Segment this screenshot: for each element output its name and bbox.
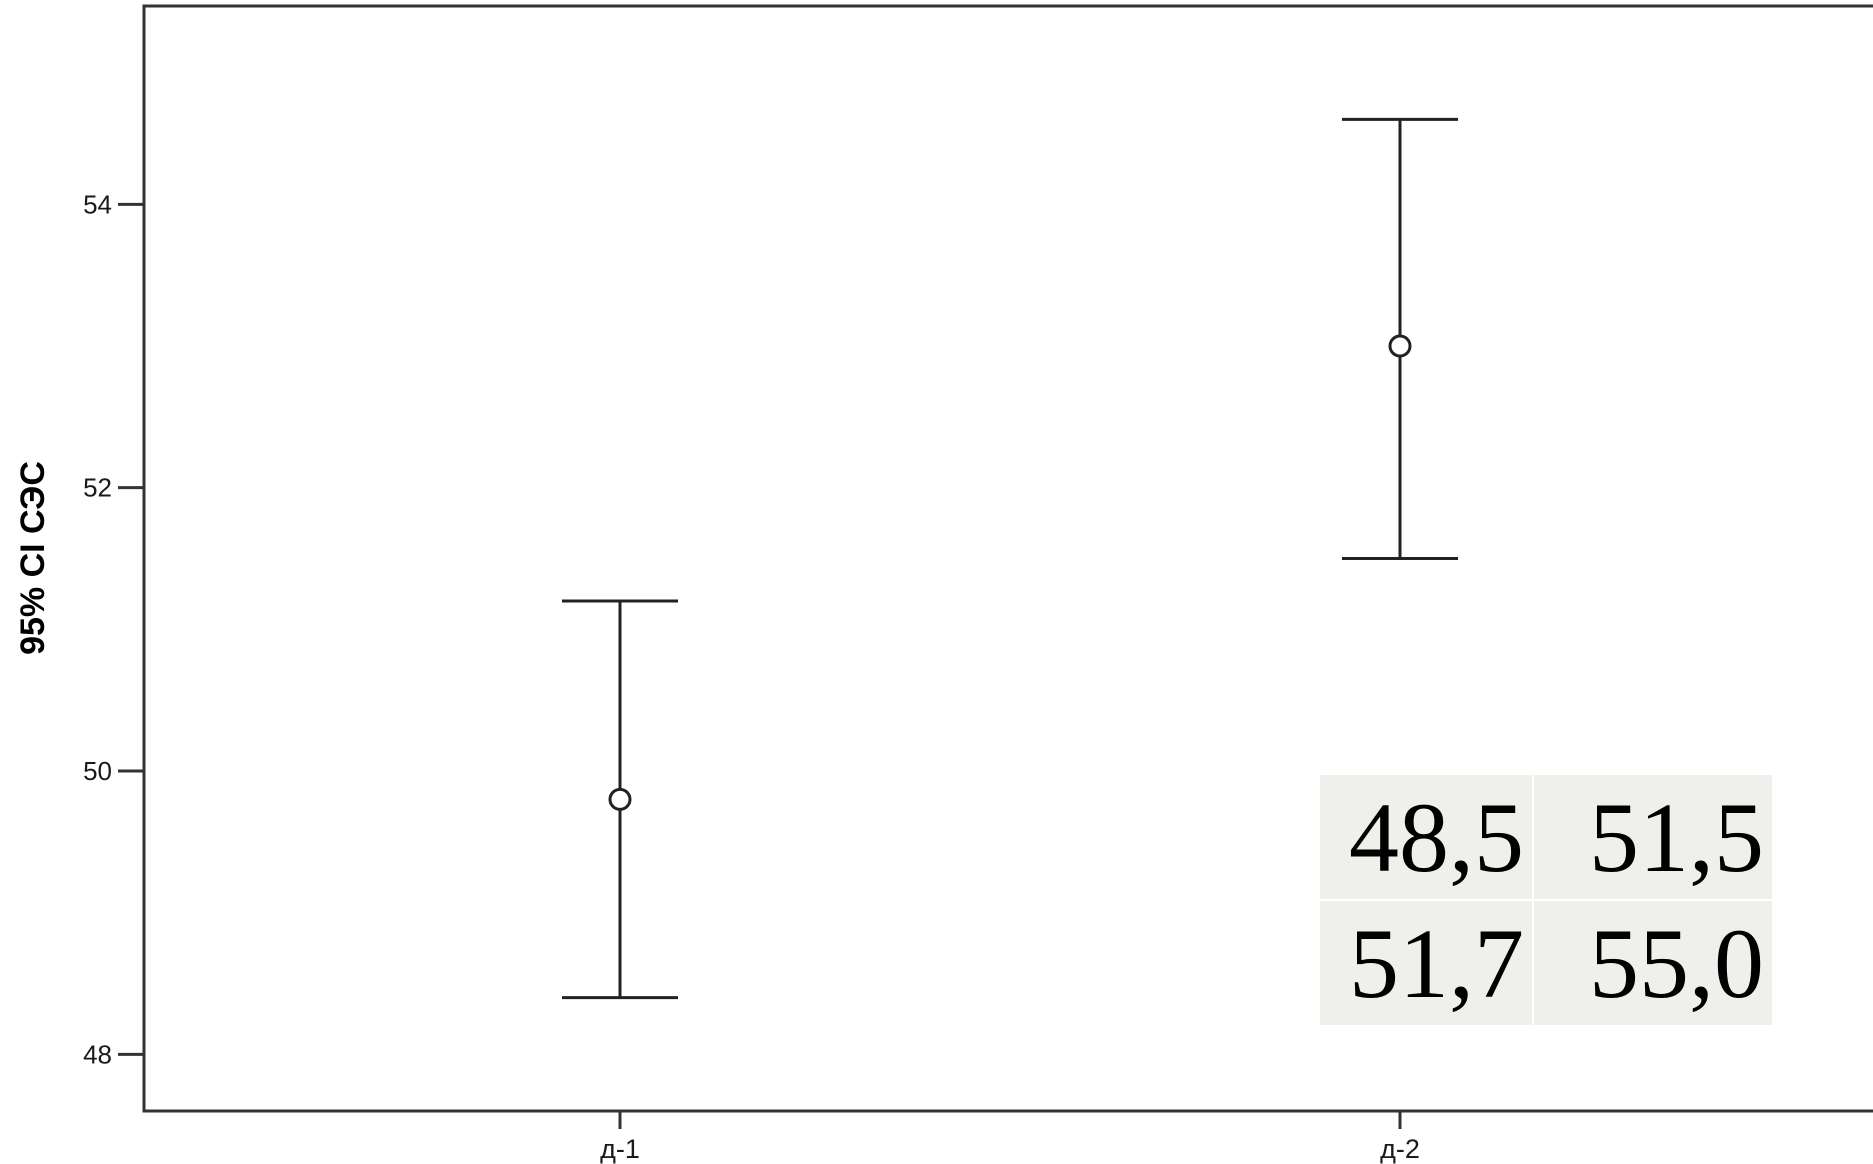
x-tick-label: д-1	[600, 1134, 640, 1164]
y-tick-label: 54	[83, 189, 112, 219]
mean-point	[608, 787, 632, 811]
y-tick-label: 52	[83, 473, 112, 503]
values-table: 48,5 51,5 51,7 55,0	[1318, 773, 1774, 1027]
y-tick-label: 50	[83, 756, 112, 786]
table-cell: 55,0	[1532, 899, 1774, 1027]
x-tick-label: д-2	[1380, 1134, 1420, 1164]
error-bars	[562, 117, 1458, 1000]
y-axis-title: 95% CI СЭС	[14, 461, 52, 655]
table-cell: 51,5	[1532, 773, 1774, 901]
x-axis: д-1 д-2	[600, 1111, 1420, 1164]
y-axis: 48 50 52 54	[83, 189, 144, 1069]
table-cell: 48,5	[1318, 773, 1534, 901]
mean-point	[1388, 334, 1412, 358]
y-tick-label: 48	[83, 1039, 112, 1069]
table-row: 48,5 51,5	[1318, 773, 1774, 901]
table-cell: 51,7	[1318, 899, 1534, 1027]
table-row: 51,7 55,0	[1318, 899, 1774, 1027]
